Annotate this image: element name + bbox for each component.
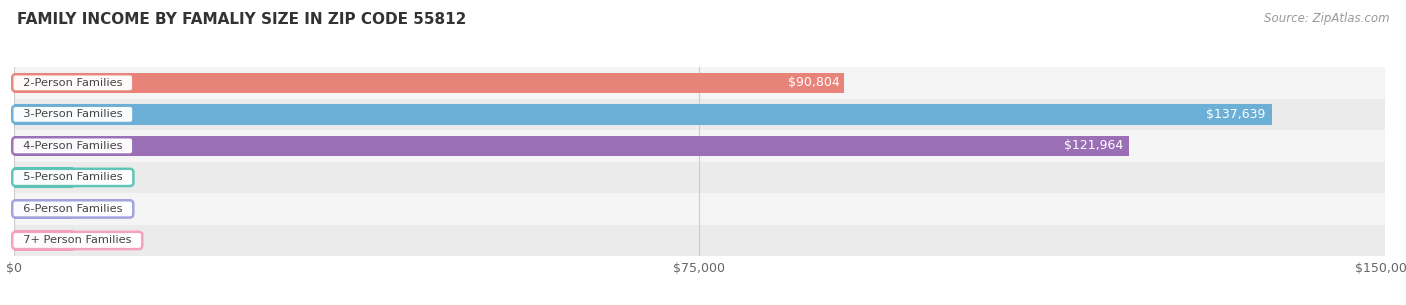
Text: $90,804: $90,804	[787, 76, 839, 89]
Bar	[14, 104, 1272, 125]
Bar	[14, 193, 1385, 225]
Text: $121,964: $121,964	[1064, 139, 1123, 152]
Text: $137,639: $137,639	[1206, 108, 1265, 121]
Text: Source: ZipAtlas.com: Source: ZipAtlas.com	[1264, 12, 1389, 25]
Bar	[14, 73, 844, 93]
Bar	[14, 230, 73, 251]
Bar	[14, 199, 73, 219]
Bar	[14, 162, 1385, 193]
Bar	[14, 167, 73, 188]
Bar	[14, 136, 1129, 156]
Text: 5-Person Families: 5-Person Families	[15, 172, 129, 182]
Text: 7+ Person Families: 7+ Person Families	[15, 235, 139, 246]
Bar	[14, 99, 1385, 130]
Text: $0: $0	[84, 203, 100, 215]
Text: $0: $0	[84, 234, 100, 247]
Bar	[14, 67, 1385, 99]
Text: 3-Person Families: 3-Person Families	[15, 109, 129, 119]
Text: $0: $0	[84, 171, 100, 184]
Text: 6-Person Families: 6-Person Families	[15, 204, 129, 214]
Bar	[14, 130, 1385, 162]
Text: 4-Person Families: 4-Person Families	[15, 141, 129, 151]
Bar	[14, 225, 1385, 256]
Text: FAMILY INCOME BY FAMALIY SIZE IN ZIP CODE 55812: FAMILY INCOME BY FAMALIY SIZE IN ZIP COD…	[17, 12, 467, 27]
Text: 2-Person Families: 2-Person Families	[15, 78, 129, 88]
